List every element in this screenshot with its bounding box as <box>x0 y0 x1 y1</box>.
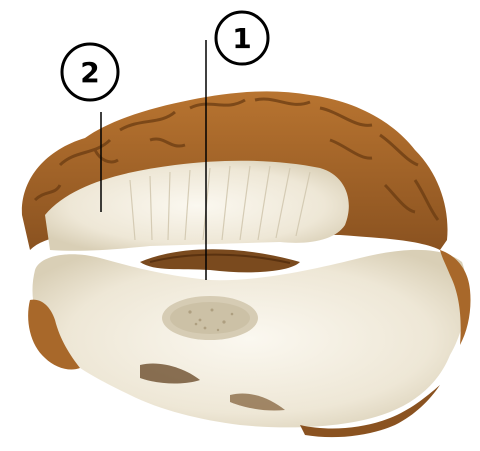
callout-2-circle <box>60 42 120 102</box>
white-matter-upper <box>45 160 349 251</box>
callout-1: 1 <box>205 10 270 280</box>
cortex-lower-right <box>440 250 471 345</box>
callout-2-label: 2 <box>80 56 99 89</box>
ventricle <box>140 249 300 273</box>
callout-2: 2 <box>60 42 120 212</box>
fibre-lines <box>129 165 311 241</box>
callout-1-circle <box>214 10 270 66</box>
white-matter-lower <box>32 249 467 428</box>
lower-recess <box>140 363 200 384</box>
nucleus-speckle <box>188 308 234 332</box>
callout-1-label: 1 <box>232 22 251 55</box>
cortex-lower-bottom <box>300 385 440 438</box>
gyri-texture <box>33 97 440 221</box>
cortex-lower-left <box>28 299 80 370</box>
